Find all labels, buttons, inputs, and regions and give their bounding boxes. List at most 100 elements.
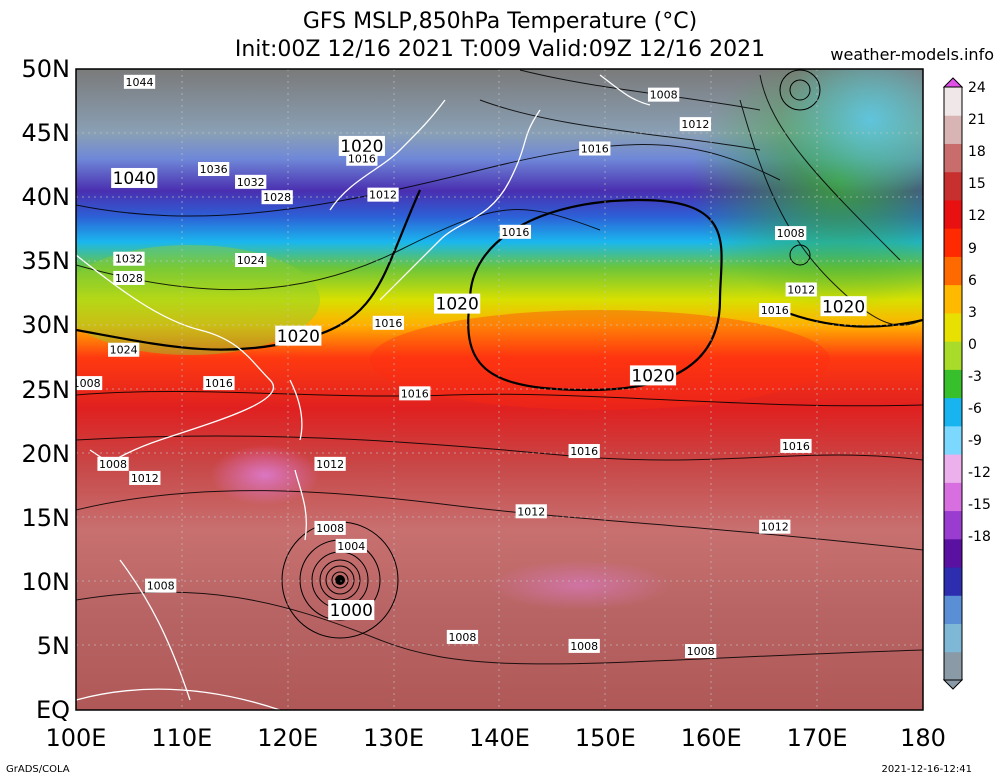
isobar-label: 1012: [681, 118, 709, 131]
lon-label: 180: [900, 724, 946, 752]
colorbar-label: -15: [968, 497, 991, 514]
isobar-label-bg: [820, 296, 867, 317]
lat-label: 35N: [21, 247, 71, 276]
isobar-label-bg: [314, 520, 346, 535]
colorbar-segment: [944, 567, 962, 596]
lat-label: 40N: [21, 183, 71, 212]
colorbar: [942, 77, 964, 690]
isobar-label: 1040: [113, 169, 156, 189]
isobar-label-bg: [235, 174, 267, 189]
coastlines: [76, 74, 651, 710]
isobar-label: 1016: [581, 142, 609, 155]
isobar-label: 1008: [448, 631, 476, 644]
isobar-label: 1012: [369, 189, 397, 202]
isobar-label-bg: [328, 600, 375, 621]
site-watermark: weather-models.info: [830, 45, 994, 64]
lat-label: 5N: [36, 631, 70, 660]
colorbar-segment: [944, 228, 962, 257]
isobar-label-bg: [685, 644, 717, 659]
isobar-label: 1032: [115, 253, 143, 266]
isobar-label: 1016: [570, 445, 598, 458]
isobar-label-bg: [235, 253, 267, 268]
isobar-label-bg: [568, 444, 600, 459]
isobar-label: 1016: [761, 304, 789, 317]
colorbar-segment: [944, 595, 962, 625]
isobar-label: 1012: [316, 458, 344, 471]
isobar-label: 1008: [687, 645, 715, 658]
colorbar-segment: [944, 510, 962, 540]
isobar-label-bg: [203, 376, 235, 391]
isobar-label: 1008: [73, 377, 101, 390]
isobar-label: 1028: [263, 191, 291, 204]
footer-timestamp: 2021-12-16-12:41: [881, 764, 972, 775]
isobar-label-bg: [335, 538, 367, 553]
isobar-label: 1024: [237, 254, 265, 267]
isobar-label: 1008: [316, 522, 344, 535]
isobar-label: 1004: [337, 540, 365, 553]
isobar-label-bg: [759, 303, 791, 318]
isobar-label: 1008: [570, 640, 598, 653]
isobar-label-bg: [338, 135, 385, 156]
colorbar-label: 15: [968, 176, 986, 193]
colorbar-label: 21: [968, 112, 986, 129]
isobar-label: 1008: [99, 458, 127, 471]
lon-label: 170E: [786, 724, 848, 752]
isobar-label: 1016: [205, 377, 233, 390]
isobar-label-bg: [145, 578, 177, 593]
colorbar-segment: [944, 397, 962, 427]
isobar-label: 1020: [822, 297, 865, 317]
isobar-label: 1008: [147, 580, 175, 593]
colorbar-segment: [944, 284, 962, 314]
isobar-label: 1012: [787, 283, 815, 296]
isobar-label-bg: [785, 282, 817, 297]
isobar-label-bg: [446, 629, 479, 644]
lon-label: 120E: [257, 724, 319, 752]
isobar-label: 1032: [237, 176, 265, 189]
colorbar-label: 0: [968, 336, 977, 353]
isobar-label-bg: [499, 224, 532, 239]
chart-subtitle: Init:00Z 12/16 2021 T:009 Valid:09Z 12/1…: [234, 37, 766, 62]
colorbar-segment: [944, 369, 962, 399]
colorbar-segment: [944, 425, 962, 455]
lat-label: 20N: [21, 439, 71, 468]
footer-credit: GrADS/COLA: [6, 764, 70, 775]
lon-label: 140E: [469, 724, 530, 752]
isobar-label: 1036: [200, 163, 228, 176]
isobar-label: 1020: [436, 295, 479, 315]
isobar-label-bg: [679, 117, 712, 132]
colorbar-segment: [944, 199, 962, 229]
isobar-label: 1028: [115, 272, 143, 285]
isobar-label-bg: [113, 251, 145, 266]
isobar-label-bg: [76, 376, 103, 391]
colorbar-segment: [944, 482, 962, 512]
isobar-label: 1016: [782, 440, 810, 453]
colorbar-segment: [944, 256, 962, 286]
isobar-label-bg: [579, 141, 611, 156]
colorbar-label: -18: [968, 529, 991, 546]
lon-label: 110E: [151, 724, 213, 752]
lat-label: 50N: [21, 55, 71, 83]
isobar-label: 1016: [401, 387, 429, 400]
isobar-label-bg: [314, 456, 346, 471]
isobar-label: 1000: [330, 601, 373, 621]
isobar-label: 1012: [761, 521, 789, 534]
isobar-label-bg: [197, 161, 230, 176]
colorbar-segment: [944, 115, 962, 144]
colorbar-label: 12: [968, 208, 986, 225]
lat-label: 10N: [21, 567, 71, 596]
lat-label: 45N: [21, 119, 71, 148]
isobar-label-bg: [515, 504, 547, 519]
isobar-label-bg: [629, 365, 677, 386]
plot-frame: [75, 68, 924, 711]
isobar-label-bg: [111, 167, 158, 188]
colorbar-label: -6: [968, 401, 982, 417]
isobar-label-bg: [647, 87, 680, 102]
colorbar-segment: [944, 143, 962, 173]
colorbar-segment: [944, 171, 962, 201]
isobar-label-bg: [123, 74, 156, 89]
lat-label: 15N: [21, 503, 71, 532]
isobar-label: 1024: [110, 344, 138, 357]
isobar-label: 1016: [374, 317, 402, 330]
colorbar-label: 18: [968, 144, 986, 161]
